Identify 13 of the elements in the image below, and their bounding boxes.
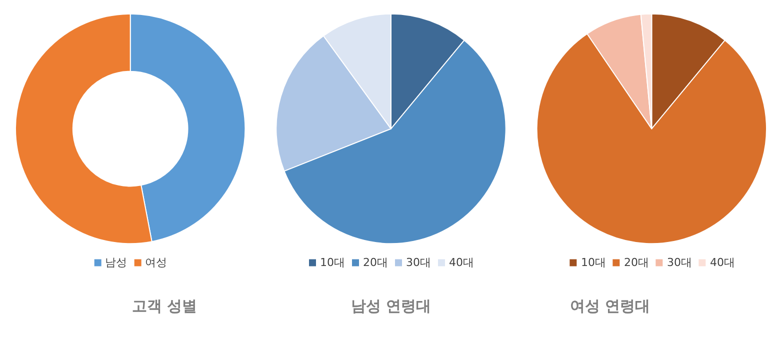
legend-label: 남성	[105, 256, 127, 269]
text: 고객 성별	[132, 297, 198, 315]
legend-label: 10대	[581, 256, 606, 269]
text: 남성 연령대	[351, 297, 432, 315]
legend-label: 여성	[145, 256, 167, 269]
legend-label: 20대	[363, 256, 388, 269]
legend-label: 20대	[624, 256, 649, 269]
legend-label: 40대	[710, 256, 735, 269]
legend-label: 40대	[449, 256, 474, 269]
legend-label: 10대	[320, 256, 345, 269]
legend-label: 30대	[406, 256, 431, 269]
legend-label: 30대	[667, 256, 692, 269]
text: 여성 연령대	[570, 297, 650, 315]
